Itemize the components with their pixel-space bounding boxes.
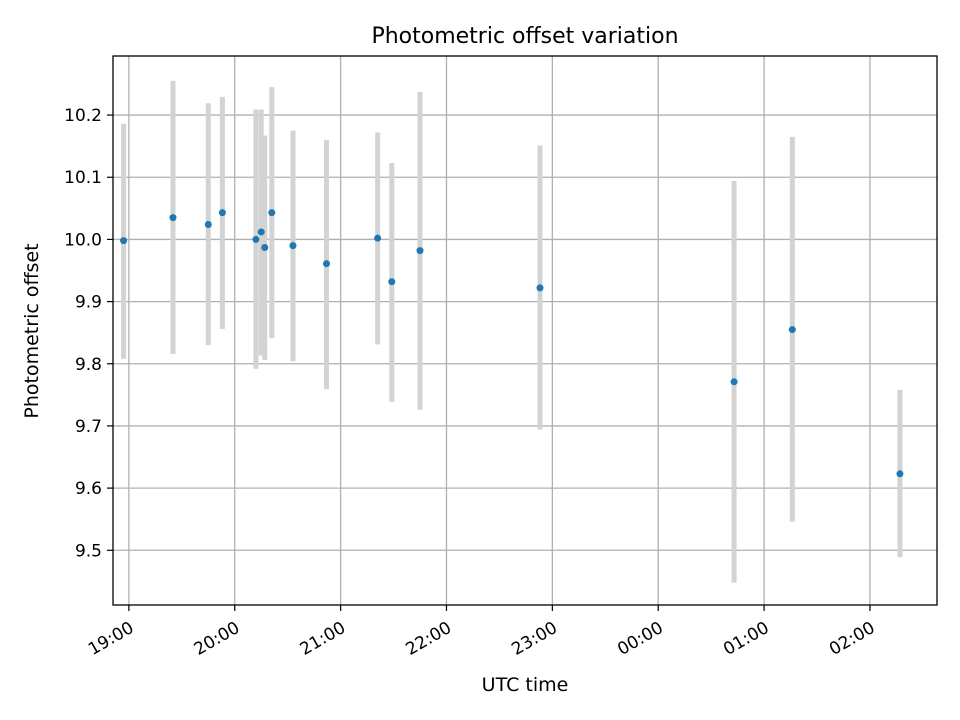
y-axis-label: Photometric offset xyxy=(21,243,43,418)
data-point xyxy=(416,247,424,255)
data-point xyxy=(218,209,226,217)
y-tick-label: 9.6 xyxy=(75,479,102,499)
data-point xyxy=(252,235,260,243)
data-points xyxy=(120,209,904,478)
data-point xyxy=(896,470,904,478)
data-point xyxy=(169,214,177,222)
data-point xyxy=(788,326,796,334)
data-point xyxy=(204,220,212,228)
chart-title: Photometric offset variation xyxy=(371,24,678,49)
data-point xyxy=(261,243,269,251)
x-axis-label: UTC time xyxy=(482,674,569,696)
data-point xyxy=(730,378,738,386)
data-point xyxy=(268,209,276,217)
y-tick-label: 9.8 xyxy=(75,355,102,375)
data-point xyxy=(536,284,544,292)
data-point xyxy=(257,228,265,236)
y-tick-label: 10.2 xyxy=(64,106,102,126)
grid xyxy=(113,56,937,605)
data-point xyxy=(289,242,297,250)
plot-frame xyxy=(112,55,938,606)
y-tick-label: 9.9 xyxy=(75,293,102,313)
y-tick-label: 10.1 xyxy=(64,168,102,188)
data-point xyxy=(388,278,396,286)
y-tick-label: 10.0 xyxy=(64,230,102,250)
data-point xyxy=(374,234,382,242)
data-point xyxy=(120,237,128,245)
y-tick-label: 9.5 xyxy=(75,541,102,561)
y-tick-label: 9.7 xyxy=(75,417,102,437)
y-axis-ticks: 9.5 9.6 9.7 9.8 9.9 10.0 10.1 10.2 xyxy=(64,106,113,561)
data-point xyxy=(322,260,330,268)
